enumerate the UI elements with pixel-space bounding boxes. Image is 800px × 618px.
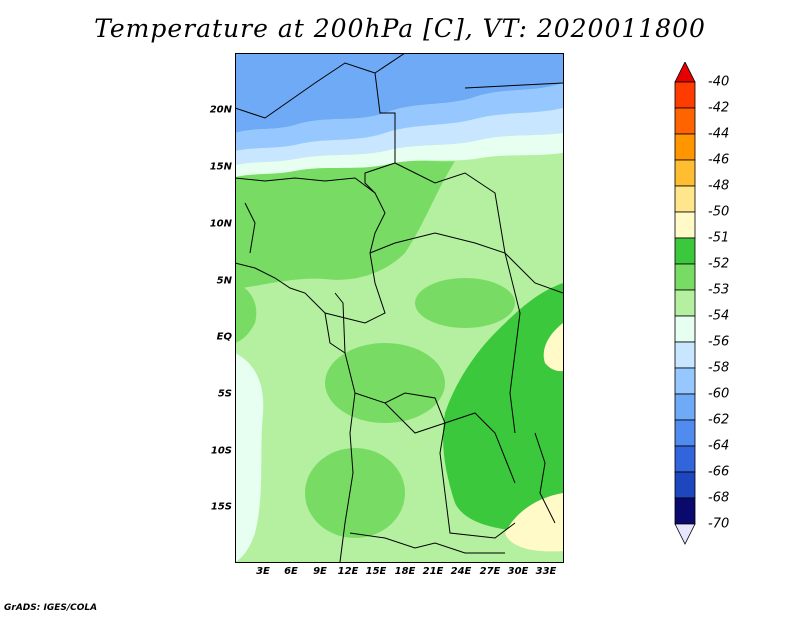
- colorbar-label: -48: [708, 178, 730, 194]
- region-yellow-southeast: [505, 493, 563, 552]
- colorbar-label: -53: [708, 282, 730, 298]
- colorbar-swatch: [674, 81, 696, 109]
- colorbar-label: -50: [708, 204, 730, 220]
- colorbar-swatch: [674, 471, 696, 499]
- lat-label-eq: EQ: [216, 331, 232, 343]
- colorbar-swatch: [674, 159, 696, 187]
- colorbar-label: -58: [708, 360, 730, 376]
- colorbar-label: -60: [708, 386, 730, 402]
- lat-label-20n: 20N: [209, 104, 232, 116]
- colorbar-swatch: [674, 185, 696, 213]
- colorbar-swatch: [674, 419, 696, 447]
- colorbar-bottom-arrow: [674, 523, 696, 545]
- lon-label-30e: 30E: [507, 566, 529, 577]
- lat-label-10n: 10N: [209, 218, 232, 230]
- colorbar: [674, 62, 696, 545]
- colorbar-swatch: [674, 133, 696, 161]
- colorbar-top-arrow: [674, 62, 696, 83]
- region-blue-dark: [235, 53, 563, 133]
- grads-credit: GrADS: IGES/COLA: [4, 603, 98, 613]
- lat-label-10s: 10S: [210, 445, 232, 457]
- region-mid-green-patch: [325, 343, 445, 423]
- plot-title: Temperature at 200hPa [C], VT: 202001180…: [94, 14, 706, 43]
- colorbar-swatch: [674, 497, 696, 525]
- colorbar-label: -42: [708, 100, 730, 116]
- lon-label-12e: 12E: [337, 566, 359, 577]
- colorbar-label: -64: [708, 438, 730, 454]
- colorbar-swatch: [674, 289, 696, 317]
- temperature-map: [235, 53, 563, 562]
- lon-label-33e: 33E: [535, 566, 557, 577]
- region-mid-green-north: [235, 160, 455, 289]
- colorbar-label: -51: [708, 230, 730, 246]
- colorbar-swatch: [674, 107, 696, 135]
- region-yellow-east: [543, 323, 563, 372]
- country-borders: [235, 53, 563, 562]
- lat-label-5s: 5S: [217, 388, 232, 400]
- colorbar-label: -66: [708, 464, 730, 480]
- colorbar-swatch: [674, 237, 696, 265]
- lat-label-15s: 15S: [210, 501, 232, 513]
- colorbar-swatch: [674, 211, 696, 239]
- colorbar-swatch: [674, 445, 696, 473]
- colorbar-swatch: [674, 263, 696, 291]
- colorbar-label: -54: [708, 308, 730, 324]
- colorbar-label: -70: [708, 516, 730, 532]
- colorbar-swatch: [674, 393, 696, 421]
- colorbar-label: -56: [708, 334, 730, 350]
- region-dark-green-east: [443, 283, 563, 533]
- lon-label-21e: 21E: [422, 566, 444, 577]
- colorbar-swatch: [674, 367, 696, 395]
- region-blue-light: [235, 108, 563, 165]
- region-pale: [235, 133, 563, 177]
- colorbar-label: -62: [708, 412, 730, 428]
- colorbar-label: -44: [708, 126, 730, 142]
- region-mid-green-patch: [305, 448, 405, 538]
- lon-label-27e: 27E: [479, 566, 501, 577]
- lon-label-6e: 6E: [284, 566, 298, 577]
- region-blue-mid: [235, 83, 563, 151]
- colorbar-swatch: [674, 315, 696, 343]
- region-dark-green-west: [235, 283, 257, 343]
- region-pale-west: [235, 353, 264, 562]
- lon-label-24e: 24E: [450, 566, 472, 577]
- colorbar-label: -40: [708, 74, 730, 90]
- colorbar-swatch: [674, 341, 696, 369]
- lat-label-5n: 5N: [216, 275, 232, 287]
- lon-label-18e: 18E: [394, 566, 416, 577]
- colorbar-label: -68: [708, 490, 730, 506]
- lat-label-15n: 15N: [209, 161, 232, 173]
- lon-label-15e: 15E: [365, 566, 387, 577]
- colorbar-label: -52: [708, 256, 730, 272]
- colorbar-label: -46: [708, 152, 730, 168]
- lon-label-9e: 9E: [313, 566, 327, 577]
- region-mid-green-patch: [415, 278, 515, 328]
- lon-label-3e: 3E: [256, 566, 270, 577]
